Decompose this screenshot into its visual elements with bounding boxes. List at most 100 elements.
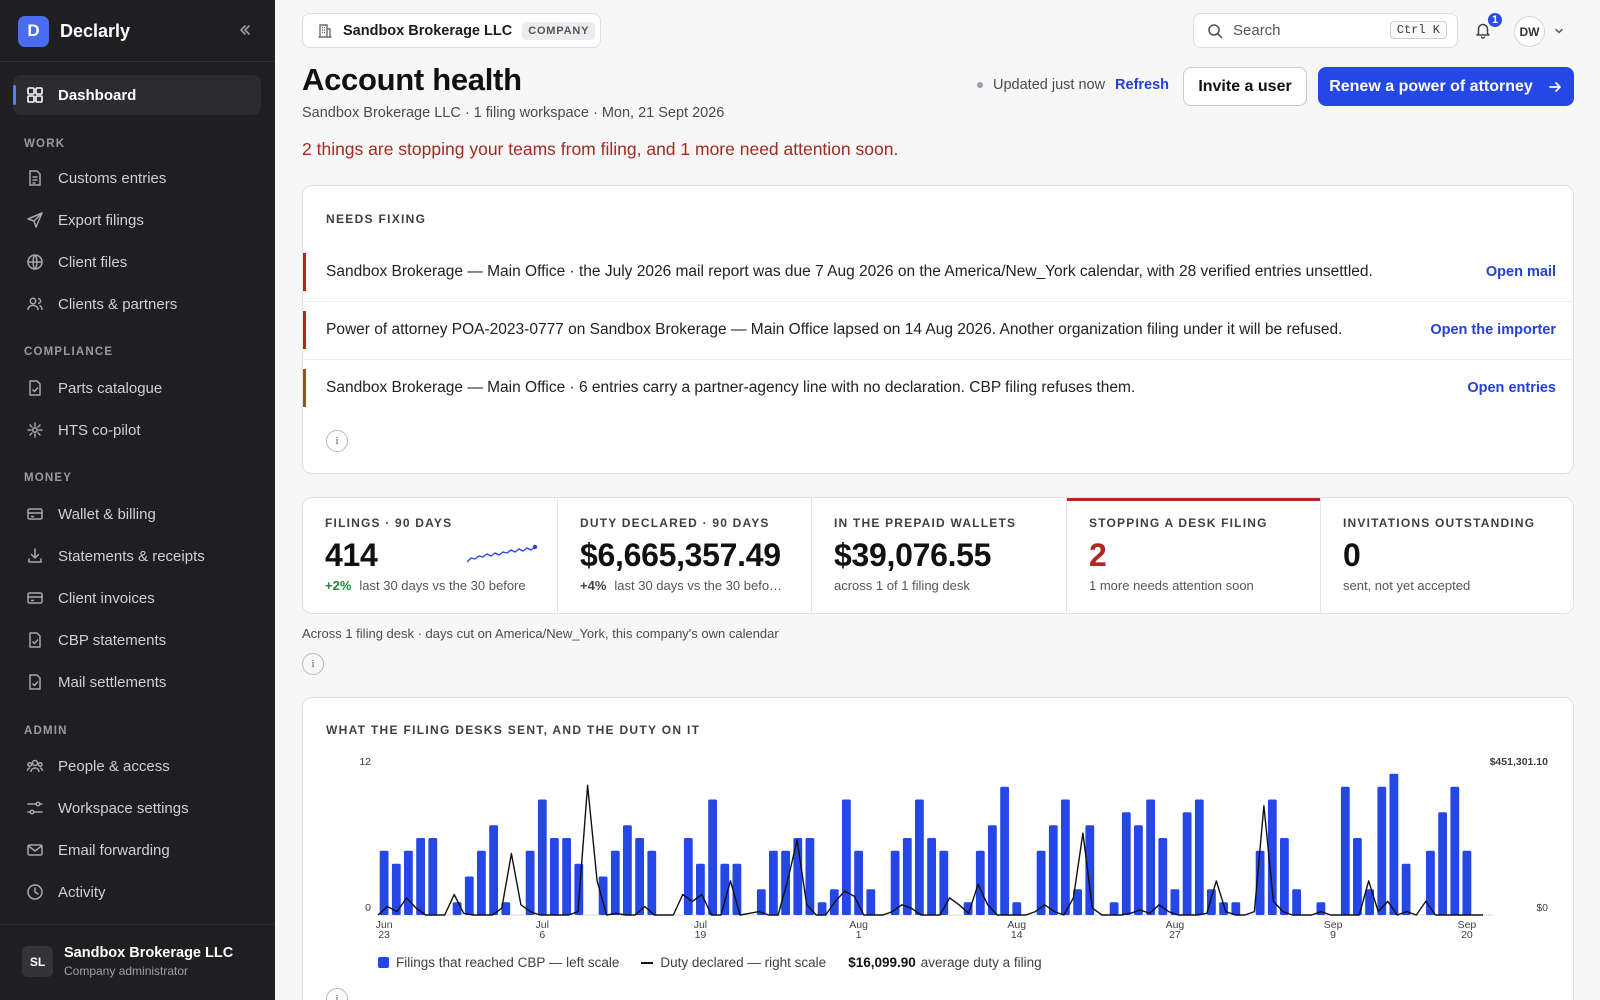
filings-bar [902, 838, 912, 915]
divider [303, 359, 1573, 360]
sidebar-item-customs-entries[interactable]: Customs entries [13, 158, 261, 198]
sidebar-item-mail-settlements[interactable]: Mail settlements [13, 662, 261, 702]
renew-poa-button[interactable]: Renew a power of attorney [1318, 67, 1574, 106]
average-duty-value: $16,099.90 [848, 955, 916, 970]
collapse-sidebar-icon[interactable] [237, 22, 253, 38]
filings-bar [1450, 786, 1460, 915]
sidebar-item-clients-partners[interactable]: Clients & partners [13, 284, 261, 324]
severity-bar [303, 369, 306, 407]
nav-section-compliance: COMPLIANCE [24, 346, 114, 358]
filings-bar [1377, 786, 1387, 915]
left-axis-tick-label: 12 [359, 756, 371, 768]
file-check-icon [29, 632, 41, 648]
filings-bar [1121, 812, 1131, 915]
kpi-value: $6,665,357.49 [580, 537, 781, 573]
right-axis-tick-label: $0 [1536, 902, 1548, 914]
kpi-invitations[interactable]: INVITATIONS OUTSTANDING 0 sent, not yet … [1321, 498, 1573, 613]
sidebar-item-hts-copilot[interactable]: HTS co-pilot [13, 410, 261, 450]
notification-count-badge: 1 [1486, 11, 1504, 29]
dashboard-icon [27, 87, 43, 103]
sidebar-item-dashboard[interactable]: Dashboard [13, 75, 261, 115]
chart-legend: Filings that reached CBP — left scale Du… [378, 955, 1042, 970]
sidebar-item-client-files[interactable]: Client files [13, 242, 261, 282]
filings-bar [623, 825, 632, 915]
account-switcher[interactable]: SL Sandbox Brokerage LLC Company adminis… [22, 945, 233, 978]
right-axis-tick-label: $451,301.10 [1490, 756, 1549, 768]
legend-bars-label: Filings that reached CBP — left scale [396, 955, 620, 970]
company-avatar: SL [22, 946, 53, 977]
filings-bar [1170, 889, 1180, 915]
kpi-duty-declared[interactable]: DUTY DECLARED · 90 DAYS $6,665,357.49 +4… [558, 498, 812, 613]
kpi-sub-text: across 1 of 1 filing desk [834, 578, 970, 593]
sidebar-item-label: Customs entries [58, 169, 167, 187]
filings-bar [817, 902, 827, 915]
card-icon [27, 592, 43, 604]
filings-bar [842, 799, 851, 915]
kpi-row: FILINGS · 90 DAYS 414 +2% last 30 days vs… [302, 497, 1574, 614]
brand[interactable]: D Declarly [18, 15, 130, 47]
filings-bar [1194, 799, 1204, 915]
invite-user-button[interactable]: Invite a user [1183, 67, 1307, 106]
kpi-value: 414 [325, 537, 378, 573]
legend-bar-swatch [378, 957, 389, 968]
nav-section-work: WORK [24, 138, 66, 150]
sidebar-item-label: CBP statements [58, 631, 167, 649]
filings-bar [915, 799, 924, 915]
kpi-delta: +2% [325, 578, 352, 593]
x-axis-tick-month: Jul [694, 919, 707, 931]
filings-bar [428, 838, 438, 915]
chart-title: WHAT THE FILING DESKS SENT, AND THE DUTY… [326, 723, 701, 737]
filings-bar [988, 825, 997, 915]
refresh-link[interactable]: Refresh [1115, 77, 1170, 93]
sidebar-item-parts-catalogue[interactable]: Parts catalogue [13, 368, 261, 408]
sidebar-item-people-access[interactable]: People & access [13, 746, 261, 786]
open-mail-link[interactable]: Open mail [1485, 264, 1556, 280]
user-avatar[interactable]: DW [1514, 16, 1545, 47]
kpi-sub-text: sent, not yet accepted [1343, 578, 1471, 593]
sidebar-item-export-filings[interactable]: Export filings [13, 200, 261, 240]
sidebar-item-statements-receipts[interactable]: Statements & receipts [13, 536, 261, 576]
sliders-icon [27, 801, 43, 815]
info-icon[interactable]: i [302, 653, 324, 675]
needs-fixing-card: NEEDS FIXING Sandbox Brokerage — Main Of… [302, 185, 1574, 474]
kpi-stopping-filing[interactable]: STOPPING A DESK FILING 2 1 more needs at… [1067, 498, 1321, 613]
sidebar-item-label: Statements & receipts [58, 547, 205, 565]
filings-bar [732, 863, 742, 915]
sidebar-item-client-invoices[interactable]: Client invoices [13, 578, 261, 618]
sidebar-item-wallet-billing[interactable]: Wallet & billing [13, 494, 261, 534]
sidebar-item-cbp-statements[interactable]: CBP statements [13, 620, 261, 660]
kpi-filings[interactable]: FILINGS · 90 DAYS 414 +2% last 30 days vs… [303, 498, 558, 613]
open-entries-link[interactable]: Open entries [1467, 380, 1556, 396]
search-input[interactable]: Search Ctrl K [1193, 13, 1458, 48]
filings-bar [696, 863, 705, 915]
company-name: Sandbox Brokerage LLC [343, 22, 513, 39]
kpi-value: $39,076.55 [834, 537, 992, 573]
chevron-down-icon[interactable] [1553, 25, 1565, 37]
info-icon[interactable]: i [326, 430, 348, 452]
issue-row: Sandbox Brokerage — Main Office · the Ju… [303, 243, 1573, 301]
sidebar-item-email-forwarding[interactable]: Email forwarding [13, 830, 261, 870]
x-axis-tick-month: Sep [1324, 919, 1343, 931]
severity-bar [303, 253, 306, 291]
open-importer-link[interactable]: Open the importer [1430, 322, 1556, 338]
filings-bar [1109, 902, 1119, 915]
filings-bar [866, 889, 876, 915]
kpi-prepaid-wallets[interactable]: IN THE PREPAID WALLETS $39,076.55 across… [812, 498, 1067, 613]
brand-logo: D [18, 15, 49, 47]
sparkle-icon [27, 422, 43, 438]
kpi-sub-text: 1 more needs attention soon [1089, 578, 1254, 593]
filings-bar [1353, 838, 1362, 915]
sidebar-item-workspace-settings[interactable]: Workspace settings [13, 788, 261, 828]
filings-bar [610, 850, 620, 915]
x-axis-tick-month: Aug [1166, 919, 1185, 931]
filings-bar [1000, 786, 1009, 915]
mail-icon [27, 844, 43, 856]
sidebar-item-activity[interactable]: Activity [13, 872, 261, 912]
company-selector[interactable]: Sandbox Brokerage LLC COMPANY [302, 13, 601, 48]
renew-poa-label: Renew a power of attorney [1329, 77, 1533, 95]
brand-name: Declarly [60, 20, 131, 41]
sidebar-item-label: Export filings [58, 211, 144, 229]
kpi-label: IN THE PREPAID WALLETS [834, 516, 1017, 530]
severity-bar [303, 311, 306, 349]
bell-icon[interactable] [1474, 21, 1492, 39]
